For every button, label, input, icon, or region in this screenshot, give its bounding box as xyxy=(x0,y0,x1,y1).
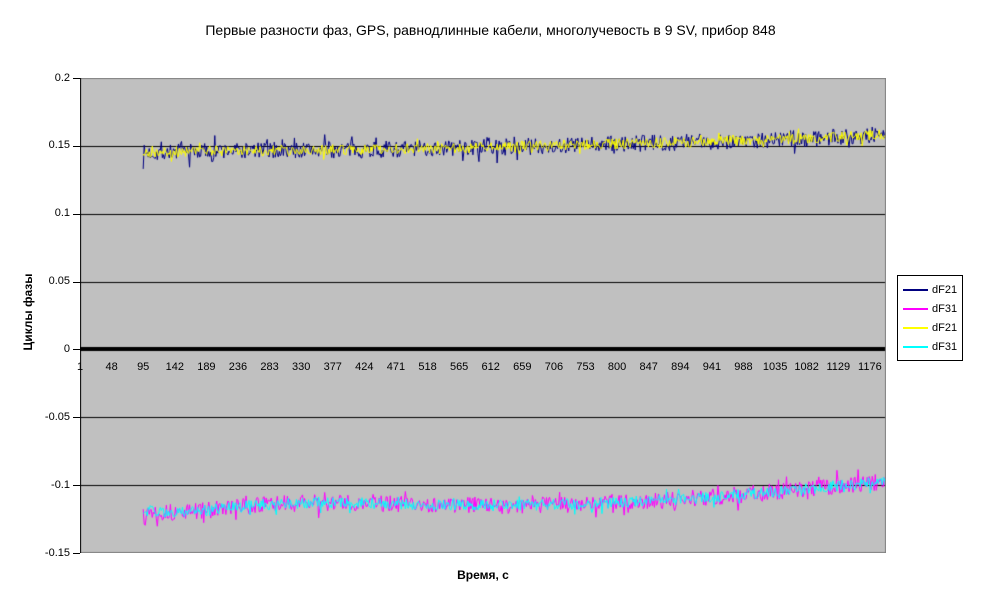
legend-label: dF21 xyxy=(932,283,958,296)
y-tick-mark xyxy=(73,213,80,215)
y-tick-mark xyxy=(73,281,80,283)
legend-line-sample xyxy=(903,345,928,348)
x-tick-label: 565 xyxy=(449,361,469,373)
legend-line-sample xyxy=(903,307,928,310)
x-tick-label: 48 xyxy=(105,361,118,373)
legend-entry[interactable]: dF31 xyxy=(903,299,957,318)
y-tick-mark xyxy=(73,553,80,554)
y-tick-label: 0.1 xyxy=(54,207,70,220)
chart-title: Первые разности фаз, GPS, равнодлинные к… xyxy=(205,22,776,38)
chart-canvas[interactable] xyxy=(80,78,886,553)
y-tick-label: 0 xyxy=(63,342,70,355)
y-tick-mark xyxy=(73,145,80,147)
x-tick-label: 330 xyxy=(291,361,311,373)
x-tick-label: 424 xyxy=(355,361,374,373)
x-tick-label: 189 xyxy=(197,361,216,373)
legend-line-sample xyxy=(903,326,928,329)
legend-label: dF31 xyxy=(932,302,958,315)
y-tick-label: 0.2 xyxy=(54,71,70,84)
y-tick-label: 0.15 xyxy=(48,139,70,152)
x-tick-label: 941 xyxy=(702,361,722,373)
legend-entry[interactable]: dF31 xyxy=(903,337,957,356)
y-tick-label: 0.05 xyxy=(48,275,70,288)
x-tick-label: 1176 xyxy=(858,361,882,373)
x-tick-label: 894 xyxy=(671,361,690,373)
x-tick-label: 236 xyxy=(228,361,248,373)
x-tick-label: 800 xyxy=(607,361,627,373)
x-tick-label: 518 xyxy=(418,361,437,373)
legend-label: dF21 xyxy=(932,321,958,334)
x-tick-label: 471 xyxy=(386,361,406,373)
x-tick-label: 753 xyxy=(576,361,595,373)
x-tick-label: 1129 xyxy=(826,361,851,373)
legend-entry[interactable]: dF21 xyxy=(903,280,957,299)
y-tick-mark xyxy=(73,417,80,419)
x-tick-label: 142 xyxy=(165,361,184,373)
x-tick-label: 1 xyxy=(76,361,84,373)
x-tick-label: 377 xyxy=(323,361,342,373)
x-tick-label: 1035 xyxy=(762,361,788,373)
x-axis-title: Время, с xyxy=(457,568,509,582)
y-tick-label: -0.15 xyxy=(44,546,70,559)
legend[interactable]: dF21 dF31 dF21 dF31 xyxy=(897,275,964,361)
x-tick-label: 847 xyxy=(639,361,658,373)
y-tick-mark xyxy=(73,349,80,351)
x-tick-label: 1082 xyxy=(794,361,819,373)
y-tick-mark xyxy=(73,485,80,487)
plot-area[interactable] xyxy=(80,78,886,553)
legend-line-sample xyxy=(903,288,928,291)
y-tick-label: -0.05 xyxy=(44,410,70,423)
x-tick-label: 706 xyxy=(544,361,564,373)
legend-entry[interactable]: dF21 xyxy=(903,318,957,337)
legend-label: dF31 xyxy=(932,340,958,353)
x-tick-label: 659 xyxy=(513,361,532,373)
x-tick-label: 283 xyxy=(260,361,279,373)
x-tick-label: 612 xyxy=(481,361,500,373)
y-tick-mark xyxy=(73,78,80,79)
y-tick-label: -0.1 xyxy=(51,478,70,491)
x-tick-label: 95 xyxy=(137,361,150,373)
x-tick-label: 988 xyxy=(734,361,753,373)
